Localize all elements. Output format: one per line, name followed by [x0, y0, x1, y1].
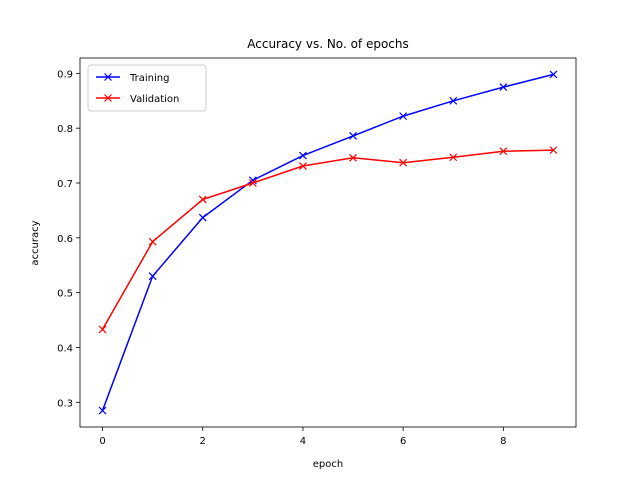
- series-1-marker: [399, 158, 408, 167]
- y-tick-label: 0.5: [57, 289, 73, 300]
- series-0-marker: [399, 112, 408, 121]
- x-axis-label: epoch: [313, 459, 343, 470]
- series-1-marker: [98, 325, 107, 334]
- series-0-marker: [449, 96, 458, 105]
- legend-marker-1: [104, 94, 112, 102]
- x-tick-label: 0: [99, 436, 105, 447]
- series-1-marker: [148, 237, 157, 246]
- legend-label-1: Validation: [130, 94, 179, 105]
- series-line-1: [101, 149, 554, 330]
- chart-title: Accuracy vs. No. of epochs: [247, 37, 409, 51]
- y-axis-label: accuracy: [30, 220, 41, 265]
- series-1-marker: [499, 147, 508, 156]
- y-tick-label: 0.6: [57, 234, 73, 245]
- series-0-marker: [349, 131, 357, 140]
- series-0-marker: [549, 70, 558, 79]
- x-tick-label: 8: [500, 436, 506, 447]
- legend-marker-0: [104, 73, 112, 81]
- y-tick-label: 0.7: [57, 179, 73, 190]
- series-0-marker: [299, 151, 307, 160]
- series-0-marker: [499, 83, 508, 91]
- plot-area: 0 2 4 6 8 0.3 0.4 0.5 0.6 0.7 0.8 0.9: [57, 57, 577, 447]
- series-0-marker: [148, 272, 157, 281]
- x-tick-label: 2: [200, 436, 206, 447]
- series-1-marker: [198, 195, 207, 204]
- x-tick-label: 6: [400, 436, 406, 447]
- legend-label-0: Training: [129, 73, 169, 84]
- series-line-0: [101, 73, 554, 411]
- series-1-marker: [299, 162, 307, 170]
- series-0-marker: [198, 213, 207, 222]
- series-1-marker: [449, 153, 458, 162]
- y-tick-label: 0.4: [57, 343, 73, 354]
- x-tick-label: 4: [300, 436, 306, 447]
- y-tick-label: 0.8: [57, 124, 73, 135]
- y-tick-label: 0.3: [57, 398, 73, 409]
- series-0-marker: [98, 406, 107, 415]
- y-tick-label: 0.9: [57, 69, 73, 80]
- legend: Training Validation: [87, 64, 207, 112]
- series-1-marker: [349, 153, 357, 162]
- axes-frame: [79, 57, 577, 428]
- series-1-marker: [549, 146, 558, 155]
- series-1-marker: [248, 179, 257, 187]
